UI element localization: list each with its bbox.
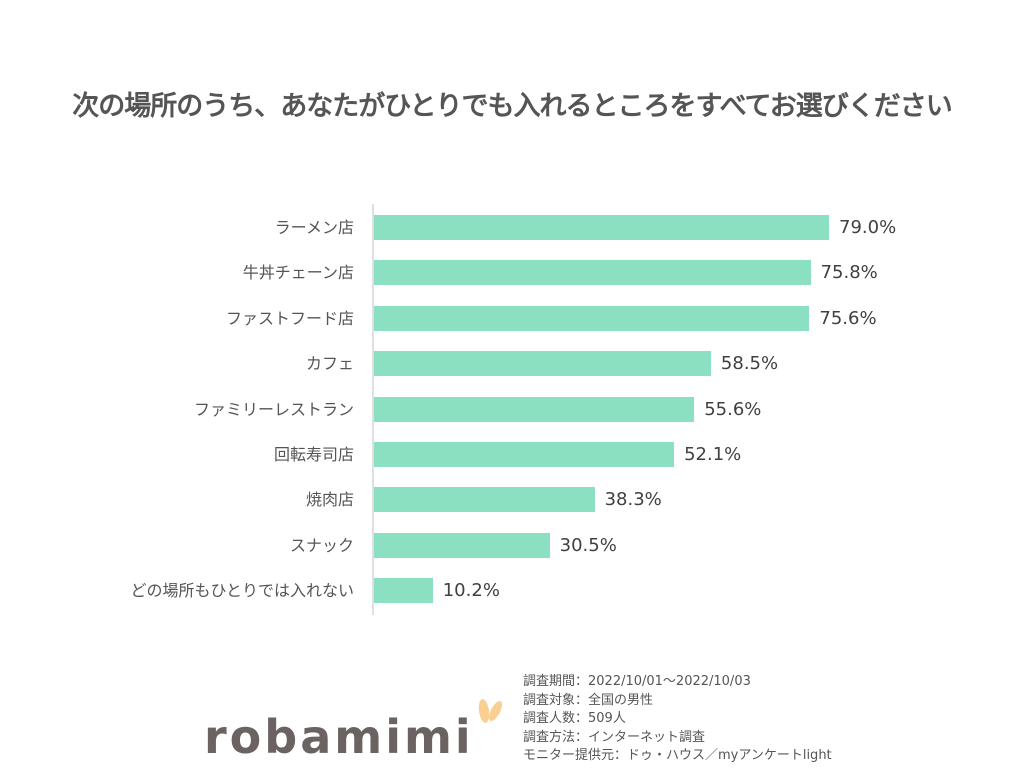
survey-method: 調査方法：インターネット調査 [523, 729, 706, 745]
value-label: 79.0% [839, 217, 897, 238]
survey-info: 調査期間：2022/10/01～2022/10/03 調査対象：全国の男性 調査… [523, 673, 832, 766]
survey-target: 調査対象：全国の男性 [523, 692, 654, 708]
value-label: 75.8% [820, 262, 878, 284]
category-label: ラーメン店 [274, 218, 354, 237]
category-label: カフェ [305, 354, 354, 374]
value-label: 30.5% [559, 534, 617, 556]
value-label: 10.2% [442, 580, 500, 602]
bar [374, 260, 811, 286]
survey-period: 調査期間：2022/10/01～2022/10/03 [523, 674, 751, 689]
bar [374, 305, 810, 331]
bar-row: どの場所もひとりでは入れない 10.2% [0, 578, 1024, 604]
bar [374, 351, 711, 377]
bar-row: カフェ 58.5% [0, 351, 1024, 377]
bar-row: 回転寿司店 52.1% [0, 442, 1024, 468]
logo-ear-right-icon [486, 699, 505, 723]
category-label: 焼肉店 [305, 490, 354, 510]
category-label: スナック [289, 535, 354, 555]
logo-text: robamimi [204, 710, 474, 764]
value-label: 55.6% [704, 398, 762, 420]
bar-row: 焼肉店 38.3% [0, 487, 1024, 513]
category-label: どの場所もひとりでは入れない [130, 581, 354, 601]
bar [374, 442, 675, 467]
bar-row: ファストフード店 75.6% [0, 305, 1024, 332]
bar [374, 487, 595, 513]
bar-row: 牛丼チェーン店 75.8% [0, 260, 1024, 286]
category-label: 回転寿司店 [273, 445, 354, 464]
bar [374, 396, 695, 422]
value-label: 58.5% [720, 353, 779, 375]
value-label: 38.3% [604, 489, 662, 511]
category-label: ファストフード店 [225, 308, 354, 328]
survey-provider: モニター提供元：ドゥ・ハウス／myアンケートlight [523, 748, 832, 763]
bar [374, 532, 550, 558]
bar-row: ラーメン店 79.0% [0, 215, 1024, 241]
bar-chart: ラーメン店 79.0% 牛丼チェーン店 75.8% ファストフード店 75.6% カフェ 58… [0, 204, 1024, 615]
bar [374, 215, 829, 240]
chart-title: 次の場所のうち、あなたがひとりでも入れるところをすべてお選びください [72, 91, 952, 122]
bar-row: ファミリーレストラン 55.6% [0, 396, 1024, 423]
bar [374, 578, 433, 604]
category-label: 牛丼チェーン店 [242, 263, 354, 283]
bar-row: スナック 30.5% [0, 532, 1024, 559]
value-label: 75.6% [819, 307, 877, 329]
category-label: ファミリーレストラン [193, 399, 354, 419]
survey-count: 調査人数：509人 [523, 711, 626, 726]
category-axis-line [372, 204, 374, 615]
value-label: 52.1% [684, 444, 742, 465]
